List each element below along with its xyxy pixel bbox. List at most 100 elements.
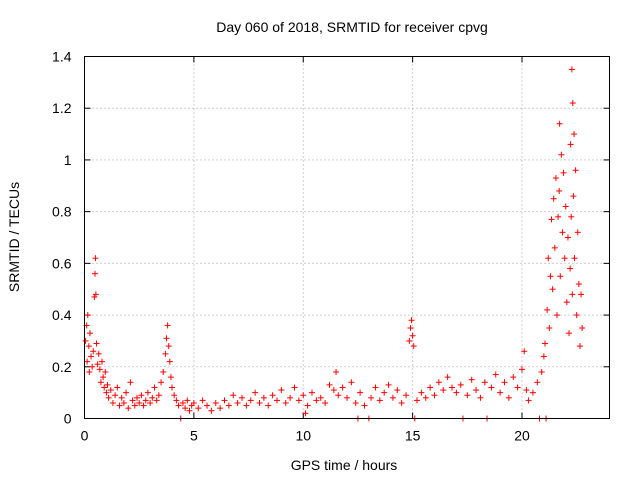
data-point — [134, 394, 140, 401]
data-point — [567, 141, 574, 148]
data-point — [142, 397, 149, 404]
data-point — [464, 392, 471, 399]
data-point — [116, 402, 123, 409]
data-point — [190, 399, 197, 406]
data-point — [563, 299, 570, 306]
data-point — [287, 394, 294, 401]
data-point — [167, 374, 174, 381]
data-point — [184, 397, 191, 404]
data-point — [84, 312, 91, 319]
data-point — [376, 397, 383, 404]
data-point — [199, 397, 206, 404]
data-point — [107, 387, 114, 394]
data-point — [534, 379, 541, 386]
data-point — [569, 291, 576, 298]
data-point — [101, 384, 108, 391]
data-point — [523, 387, 530, 394]
x-tick-label: 0 — [81, 428, 89, 444]
data-point — [492, 371, 499, 378]
plot-frame — [84, 56, 610, 419]
data-point — [182, 405, 189, 412]
data-point — [166, 358, 173, 365]
data-point — [571, 131, 578, 138]
y-tick-label: 0.6 — [52, 255, 72, 271]
data-point — [558, 151, 565, 158]
data-point — [545, 255, 552, 262]
data-point — [422, 394, 429, 401]
data-point — [313, 397, 320, 404]
data-point — [225, 402, 232, 409]
data-point — [556, 120, 563, 127]
data-point — [173, 397, 180, 404]
data-point — [554, 312, 560, 319]
data-point — [427, 384, 434, 391]
data-point — [93, 340, 100, 347]
data-point — [389, 394, 396, 401]
data-point — [406, 337, 413, 344]
data-point — [96, 366, 103, 373]
data-point — [144, 389, 151, 396]
data-point — [136, 399, 143, 406]
data-point — [204, 402, 210, 409]
data-point — [84, 358, 91, 365]
data-point — [555, 213, 562, 220]
y-tick-label: 1.2 — [52, 100, 72, 116]
data-point — [550, 195, 557, 202]
data-point — [567, 265, 574, 272]
data-point — [529, 389, 536, 396]
data-point — [551, 244, 558, 251]
data-point — [348, 379, 355, 386]
data-point — [317, 394, 324, 401]
data-point — [103, 389, 110, 396]
data-point — [505, 394, 512, 401]
data-point — [149, 394, 156, 401]
data-point — [131, 402, 138, 409]
data-point — [548, 216, 555, 223]
data-point — [300, 392, 307, 399]
data-point — [407, 325, 414, 331]
data-point — [221, 397, 228, 404]
data-point — [326, 381, 333, 388]
data-point — [394, 387, 401, 394]
grid — [84, 56, 610, 419]
data-point — [208, 407, 215, 414]
data-point — [109, 399, 116, 406]
x-tick-label: 5 — [190, 428, 198, 444]
data-point — [104, 381, 111, 388]
data-point — [330, 387, 337, 394]
data-point — [410, 343, 417, 350]
data-point — [99, 358, 105, 365]
data-point — [381, 389, 388, 396]
axis-ticks: 0 5 10 15 20 0 0.2 0.4 0.6 0.8 1 1.2 1.4 — [52, 49, 610, 444]
data-point — [160, 368, 167, 375]
data-point — [243, 402, 250, 409]
data-point — [100, 374, 107, 381]
data-point — [92, 291, 99, 298]
data-point — [90, 348, 97, 355]
data-point — [171, 392, 178, 399]
data-point — [138, 392, 145, 399]
data-point — [186, 407, 193, 414]
data-point — [155, 392, 162, 399]
y-tick-label: 0.2 — [52, 359, 72, 375]
data-point — [541, 340, 548, 347]
x-tick-label: 15 — [405, 428, 421, 444]
data-point — [175, 402, 182, 409]
data-point — [322, 399, 329, 406]
data-point — [102, 368, 109, 375]
data-point — [278, 387, 285, 394]
data-point — [453, 389, 460, 396]
data-markers — [82, 66, 586, 422]
data-point — [497, 389, 504, 396]
data-point — [118, 394, 125, 401]
data-point — [260, 394, 267, 401]
data-point — [120, 399, 127, 406]
data-point — [372, 384, 379, 391]
data-point — [269, 392, 276, 399]
x-tick-label: 20 — [514, 428, 530, 444]
data-point — [576, 343, 583, 350]
y-tick-label: 0.8 — [52, 204, 72, 220]
data-point — [164, 322, 171, 329]
data-point — [92, 255, 99, 262]
data-point — [519, 366, 525, 373]
